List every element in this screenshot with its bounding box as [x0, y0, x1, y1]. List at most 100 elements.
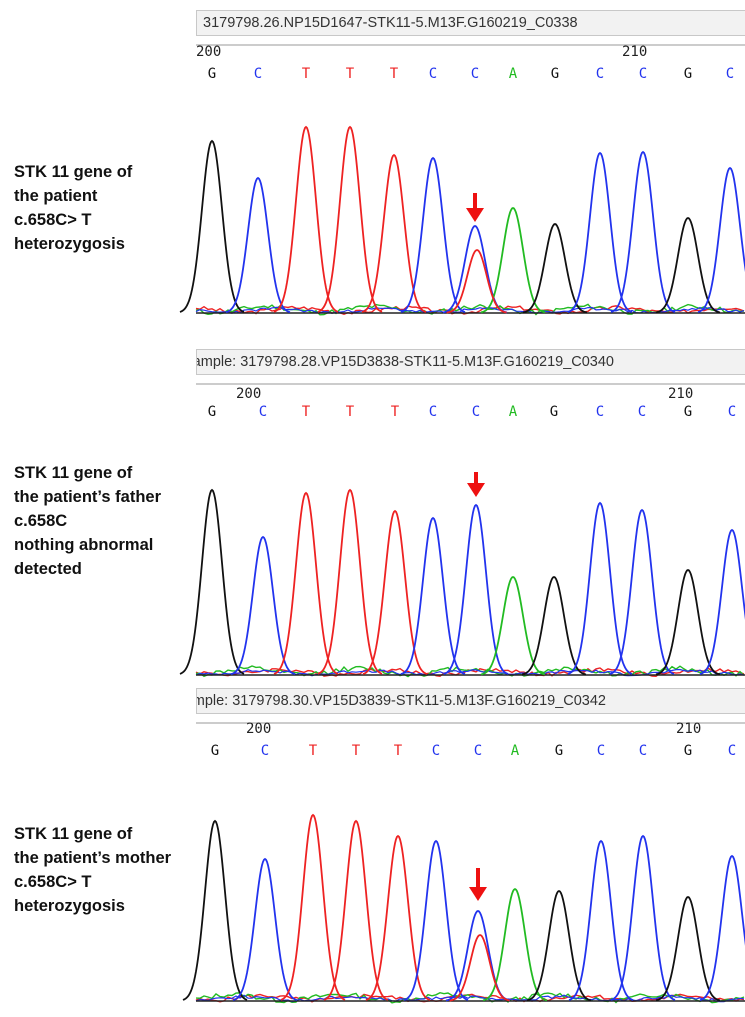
- mutation-arrowhead-icon: [467, 483, 485, 497]
- base-call-c: C: [728, 404, 736, 420]
- base-call-c: C: [254, 66, 262, 82]
- caption-line: nothing abnormal: [14, 536, 154, 554]
- peak-t: [273, 125, 339, 313]
- base-call-g: G: [555, 743, 563, 759]
- base-call-g: G: [684, 66, 692, 82]
- base-call-t: T: [390, 66, 399, 82]
- peak-g: [179, 139, 245, 313]
- peak-g: [179, 488, 245, 675]
- sample-label: 3179798.26.NP15D1647-STK11-5.M13F.G16021…: [203, 15, 578, 31]
- peak-t: [280, 813, 346, 1001]
- base-call-c: C: [471, 66, 479, 82]
- caption-line: detected: [14, 560, 82, 578]
- peak-c: [442, 225, 508, 314]
- panel-caption: STK 11 gene of the patient’s mother c.65…: [14, 822, 171, 918]
- peak-c: [610, 834, 676, 1001]
- panel-caption: STK 11 gene of the patient c.658C> T het…: [14, 160, 132, 256]
- sample-label: Sample: 3179798.30.VP15D3839-STK11-5.M13…: [196, 693, 606, 709]
- base-call-t: T: [352, 743, 361, 759]
- peak-c: [225, 176, 291, 314]
- peak-g: [655, 216, 721, 314]
- peak-t: [365, 834, 431, 1001]
- peak-c: [400, 156, 466, 313]
- mutation-arrowhead-icon: [469, 887, 487, 901]
- base-call-c: C: [429, 66, 437, 82]
- peak-a: [480, 206, 546, 314]
- base-call-c: C: [259, 404, 267, 420]
- peak-c: [232, 857, 298, 1002]
- peak-c: [445, 910, 511, 1002]
- caption-line: c.658C> T: [14, 873, 92, 891]
- peak-t: [362, 509, 428, 675]
- noise-trace-c: [195, 668, 745, 677]
- base-call-c: C: [597, 743, 605, 759]
- base-call-c: C: [596, 66, 604, 82]
- base-call-g: G: [208, 404, 216, 420]
- caption-line: the patient: [14, 187, 98, 205]
- base-call-t: T: [346, 66, 355, 82]
- caption-line: the patient’s mother: [14, 849, 172, 867]
- peak-c: [699, 854, 745, 1001]
- sample-header: Sample: 3179798.30.VP15D3839-STK11-5.M13…: [196, 688, 745, 714]
- chromatogram-panel-father: Sample: 3179798.28.VP15D3838-STK11-5.M13…: [0, 339, 745, 678]
- base-call-a: A: [511, 743, 520, 759]
- base-call-c: C: [261, 743, 269, 759]
- peak-c: [403, 839, 469, 1001]
- base-call-t: T: [302, 404, 311, 420]
- base-call-a: A: [509, 66, 518, 82]
- position-label: 210: [622, 44, 647, 60]
- position-label: 210: [676, 721, 701, 737]
- peak-c: [567, 151, 633, 313]
- noise-trace-c: [195, 994, 745, 1003]
- base-call-t: T: [391, 404, 400, 420]
- caption-line: c.658C: [14, 512, 68, 530]
- caption-line: heterozygosis: [14, 897, 125, 915]
- base-call-g: G: [211, 743, 219, 759]
- sample-label: Sample: 3179798.28.VP15D3838-STK11-5.M13…: [196, 354, 614, 370]
- position-label: 200: [236, 386, 261, 402]
- base-call-c: C: [474, 743, 482, 759]
- base-call-a: A: [509, 404, 518, 420]
- position-label: 200: [246, 721, 271, 737]
- position-label: 210: [668, 386, 693, 402]
- position-label: 200: [196, 44, 221, 60]
- peak-t: [361, 153, 427, 313]
- sample-header: 3179798.26.NP15D1647-STK11-5.M13F.G16021…: [196, 10, 745, 36]
- base-call-c: C: [596, 404, 604, 420]
- base-call-g: G: [551, 66, 559, 82]
- chromatogram-trace: 200 210 G C T T T C C A G C C G C: [182, 721, 745, 1004]
- peak-a: [482, 887, 548, 1002]
- base-call-c: C: [472, 404, 480, 420]
- base-call-c: C: [432, 743, 440, 759]
- peak-g: [526, 889, 592, 1002]
- base-call-g: G: [208, 66, 216, 82]
- chromatogram-panel-patient: 3179798.26.NP15D1647-STK11-5.M13F.G16021…: [0, 0, 745, 339]
- panel-caption: STK 11 gene of the patient’s father c.65…: [14, 461, 161, 581]
- base-call-g: G: [684, 404, 692, 420]
- base-call-t: T: [309, 743, 318, 759]
- base-call-c: C: [429, 404, 437, 420]
- base-call-t: T: [346, 404, 355, 420]
- caption-line: STK 11 gene of: [14, 825, 133, 843]
- peak-t: [317, 125, 383, 313]
- peak-t: [317, 488, 383, 675]
- peak-c: [699, 528, 745, 675]
- caption-line: the patient’s father: [14, 488, 161, 506]
- sample-header: Sample: 3179798.28.VP15D3838-STK11-5.M13…: [196, 349, 745, 375]
- peak-c: [609, 508, 675, 675]
- peak-c: [610, 150, 676, 313]
- base-call-g: G: [684, 743, 692, 759]
- caption-line: c.658C> T: [14, 211, 92, 229]
- peak-t: [273, 491, 339, 675]
- base-call-t: T: [302, 66, 311, 82]
- base-call-c: C: [728, 743, 736, 759]
- peak-g: [182, 819, 248, 1001]
- peak-a: [480, 575, 546, 676]
- base-call-c: C: [639, 743, 647, 759]
- heterozygous-peak-t: [449, 934, 510, 1002]
- chromatogram-trace: 200 210 G C T T T C C A G C C G C: [179, 44, 745, 316]
- mutation-arrowhead-icon: [466, 208, 484, 222]
- heterozygous-peak-t: [446, 249, 507, 314]
- chromatogram-trace: 200 210 G C T T T C C A G C C G C: [179, 383, 745, 678]
- caption-line: STK 11 gene of: [14, 163, 133, 181]
